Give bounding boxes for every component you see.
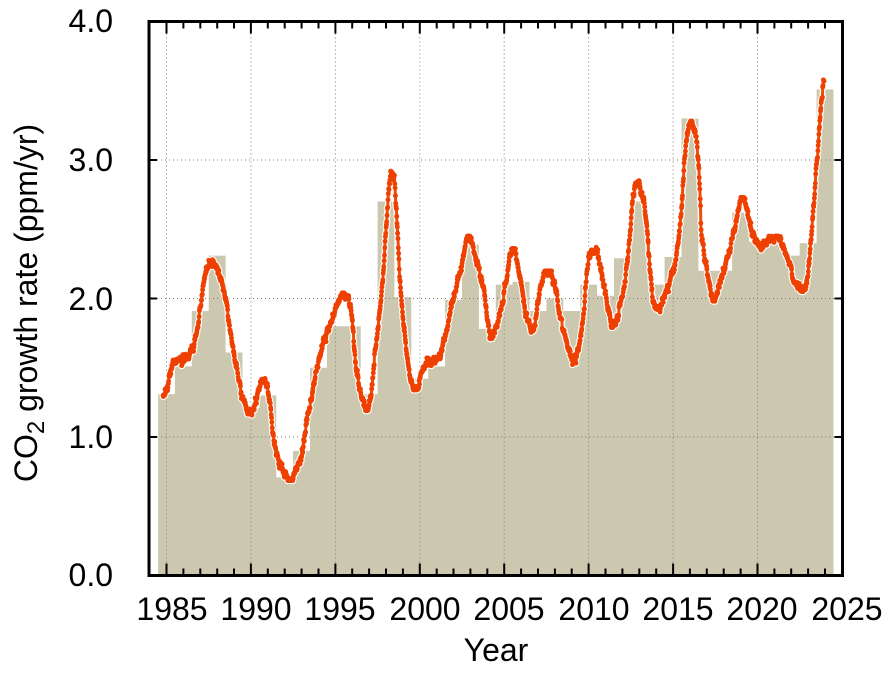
svg-text:2025: 2025 bbox=[811, 591, 882, 627]
svg-text:1995: 1995 bbox=[304, 591, 375, 627]
svg-text:1985: 1985 bbox=[136, 591, 207, 627]
svg-text:2010: 2010 bbox=[558, 591, 629, 627]
svg-text:2000: 2000 bbox=[389, 591, 460, 627]
svg-text:Year: Year bbox=[464, 632, 529, 668]
svg-text:2020: 2020 bbox=[726, 591, 797, 627]
svg-text:1.0: 1.0 bbox=[69, 419, 113, 455]
svg-text:2.0: 2.0 bbox=[69, 281, 113, 317]
svg-text:3.0: 3.0 bbox=[69, 142, 113, 178]
svg-text:4.0: 4.0 bbox=[69, 3, 113, 39]
svg-text:2015: 2015 bbox=[642, 591, 713, 627]
svg-text:2005: 2005 bbox=[473, 591, 544, 627]
svg-text:1990: 1990 bbox=[220, 591, 291, 627]
svg-text:0.0: 0.0 bbox=[69, 557, 113, 593]
